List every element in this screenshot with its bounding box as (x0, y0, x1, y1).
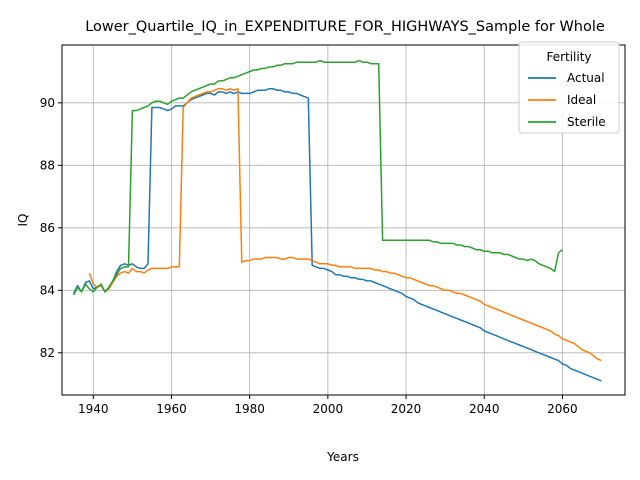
grid (62, 45, 625, 395)
legend: Fertility Actual Ideal Sterile (518, 41, 620, 134)
legend-label-ideal: Ideal (567, 93, 596, 107)
y-tick-label: 86 (40, 221, 55, 235)
y-tick-label: 84 (40, 283, 55, 297)
y-tick-label: 88 (40, 158, 55, 172)
x-tick-label: 2060 (547, 402, 578, 416)
plot-frame (61, 44, 626, 396)
y-tick-label: 82 (40, 346, 55, 360)
legend-box (518, 41, 620, 134)
x-tick-label: 1960 (156, 402, 187, 416)
series-line-ideal (88, 87, 602, 362)
legend-label-actual: Actual (567, 71, 605, 85)
x-axis: 1940 1960 1980 2000 2020 2040 2060 (78, 395, 578, 416)
y-tick-label: 90 (40, 96, 55, 110)
series-line-sterile (73, 59, 563, 296)
x-tick-label: 2040 (469, 402, 500, 416)
x-axis-label: Years (326, 450, 359, 464)
y-axis: 82 84 86 88 90 (40, 96, 62, 360)
y-axis-label: IQ (16, 214, 30, 227)
x-tick-label: 1940 (78, 402, 109, 416)
x-tick-label: 2000 (313, 402, 344, 416)
series-lines (73, 59, 602, 382)
x-tick-label: 1980 (234, 402, 265, 416)
chart-title: Lower_Quartile_IQ_in_EXPENDITURE_FOR_HIG… (85, 19, 605, 35)
x-tick-label: 2020 (391, 402, 422, 416)
series-line-actual (73, 87, 602, 382)
legend-title: Fertility (546, 50, 591, 64)
legend-label-sterile: Sterile (567, 115, 606, 129)
